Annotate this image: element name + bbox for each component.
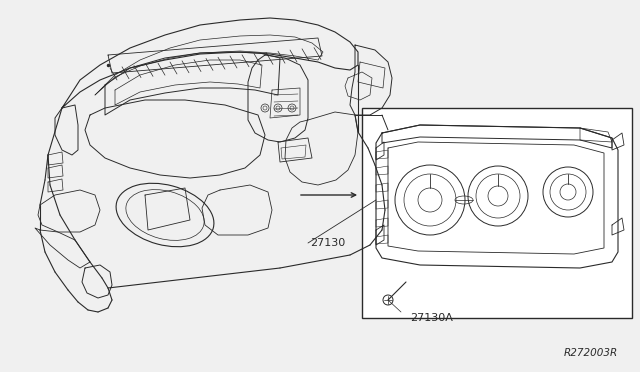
Text: 27130A: 27130A [411, 313, 453, 323]
Text: 27130: 27130 [310, 238, 345, 248]
Text: R272003R: R272003R [564, 348, 618, 358]
Bar [362, 108, 632, 318]
